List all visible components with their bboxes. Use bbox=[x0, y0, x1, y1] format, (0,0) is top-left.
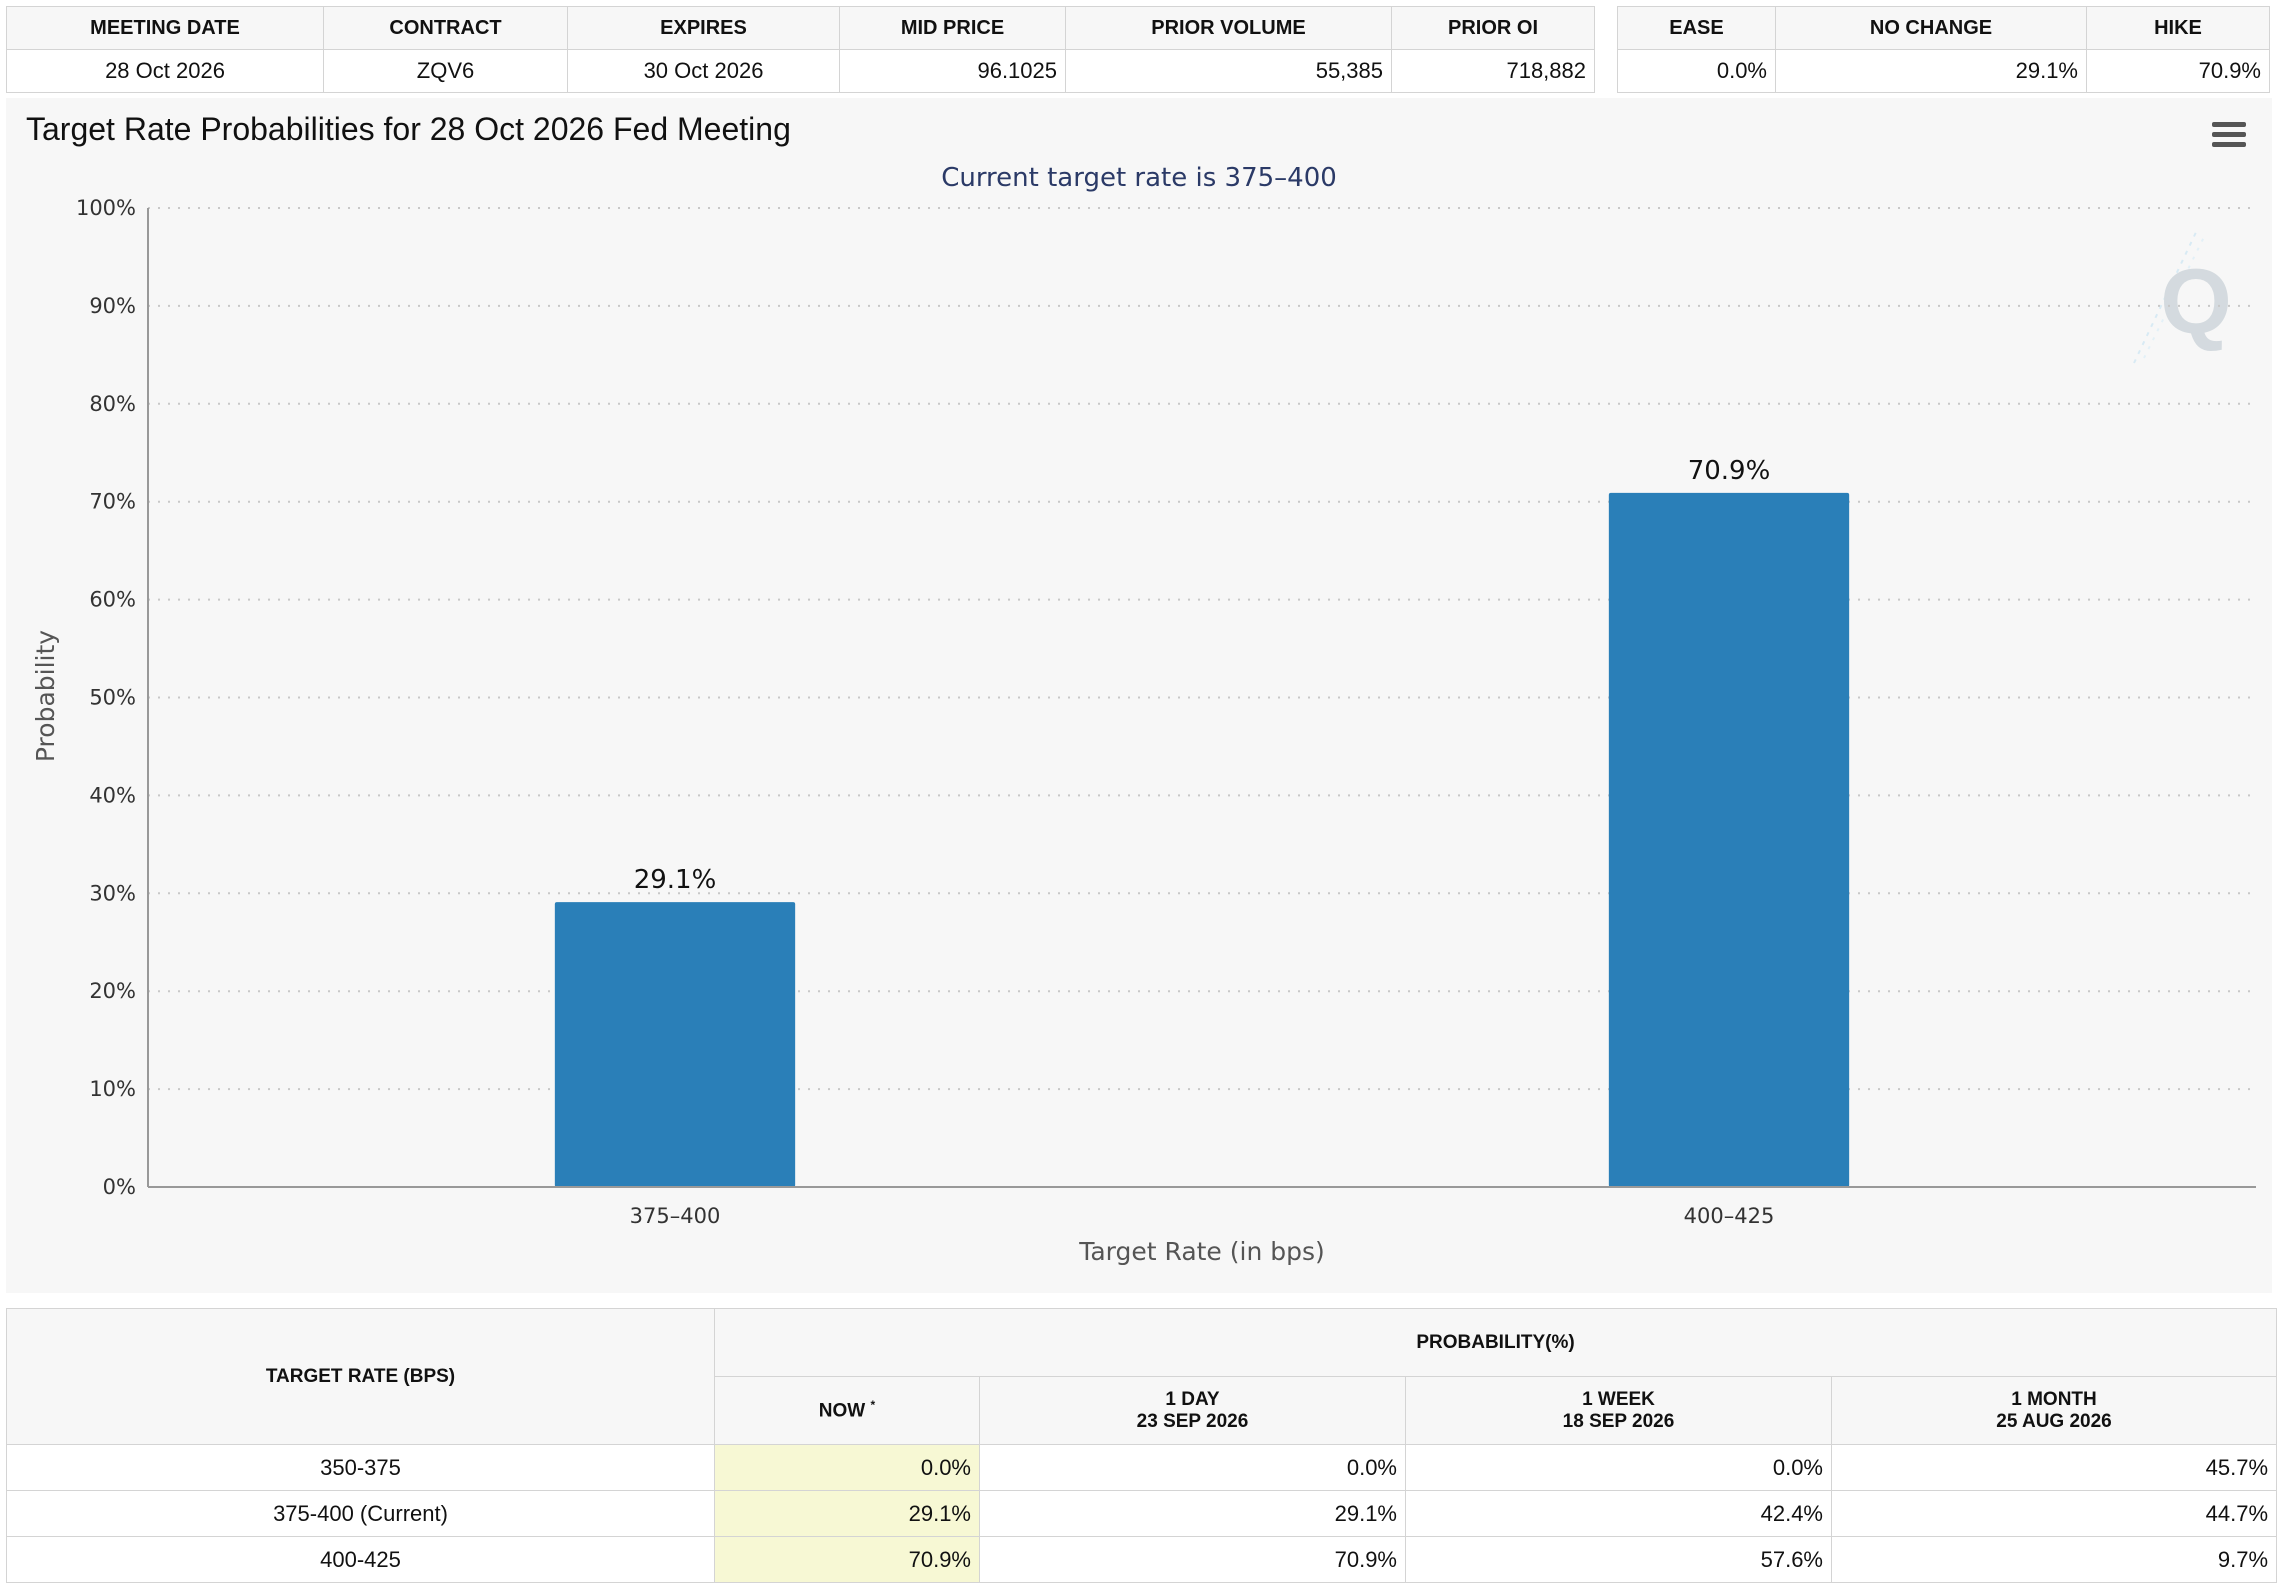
table-row: 400-425 70.9% 70.9% 57.6% 9.7% bbox=[6, 1536, 2278, 1583]
prior-volume-value: 55,385 bbox=[1065, 49, 1392, 93]
target-rate-chart: Target Rate Probabilities for 28 Oct 202… bbox=[26, 111, 2256, 1266]
y-tick-label: 100% bbox=[76, 196, 136, 220]
bars bbox=[554, 492, 1850, 1187]
now-label: NOW bbox=[818, 1400, 866, 1422]
header-hike: HIKE bbox=[2086, 6, 2270, 50]
x-tick-label: 400–425 bbox=[1684, 1204, 1775, 1228]
1-month-cell: 45.7% bbox=[1830, 1444, 2278, 1491]
x-axis-ticks: 375–400 400–425 bbox=[630, 1204, 1775, 1228]
ease-value: 0.0% bbox=[1617, 49, 1776, 93]
target-rate-cell: 350-375 bbox=[6, 1444, 715, 1491]
now-cell: 29.1% bbox=[714, 1490, 980, 1537]
1-day-date: 23 SEP 2026 bbox=[1136, 1410, 1249, 1432]
mid-price-value: 96.1025 bbox=[839, 49, 1066, 93]
y-tick-label: 30% bbox=[89, 881, 136, 905]
1-week-label: 1 WEEK bbox=[1582, 1388, 1655, 1410]
header-no-change: NO CHANGE bbox=[1775, 6, 2087, 50]
1-week-cell: 42.4% bbox=[1405, 1490, 1832, 1537]
1-week-cell: 57.6% bbox=[1405, 1536, 1832, 1583]
table-row: 350-375 0.0% 0.0% 0.0% 45.7% bbox=[6, 1444, 2278, 1491]
hamburger-menu-icon[interactable] bbox=[2206, 120, 2250, 160]
q-logo-watermark: Q bbox=[2133, 227, 2232, 364]
meeting-info-table: MEETING DATE CONTRACT EXPIRES MID PRICE … bbox=[6, 6, 1595, 93]
header-meeting-date: MEETING DATE bbox=[6, 6, 324, 50]
target-rate-cell: 400-425 bbox=[6, 1536, 715, 1583]
1-day-cell: 29.1% bbox=[979, 1490, 1406, 1537]
chart-subtitle: Current target rate is 375–400 bbox=[941, 163, 1337, 193]
target-rate-cell: 375-400 (Current) bbox=[6, 1490, 715, 1537]
y-axis-ticks: 0% 10% 20% 30% 40% 50% 60% 70% 80% 90% 100% bbox=[76, 196, 136, 1199]
1-month-label: 1 MONTH bbox=[2011, 1388, 2097, 1410]
header-prior-volume: PRIOR VOLUME bbox=[1065, 6, 1392, 50]
header-1-day: 1 DAY 23 SEP 2026 bbox=[979, 1376, 1406, 1445]
meeting-table-row: 28 Oct 2026 ZQV6 30 Oct 2026 96.1025 55,… bbox=[6, 49, 1595, 93]
header-prior-oi: PRIOR OI bbox=[1391, 6, 1595, 50]
contract-value: ZQV6 bbox=[323, 49, 568, 93]
prior-oi-value: 718,882 bbox=[1391, 49, 1595, 93]
y-tick-label: 20% bbox=[89, 979, 136, 1003]
1-month-cell: 44.7% bbox=[1830, 1490, 2278, 1537]
y-tick-label: 70% bbox=[89, 490, 136, 514]
probability-summary-table: EASE NO CHANGE HIKE 0.0% 29.1% 70.9% bbox=[1617, 6, 2270, 93]
y-tick-label: 10% bbox=[89, 1077, 136, 1101]
summary-row: 0.0% 29.1% 70.9% bbox=[1617, 49, 2270, 93]
svg-text:Q: Q bbox=[2160, 251, 2232, 353]
1-week-date: 18 SEP 2026 bbox=[1562, 1410, 1675, 1432]
hike-value: 70.9% bbox=[2086, 49, 2270, 93]
summary-header-row: EASE NO CHANGE HIKE bbox=[1617, 6, 2270, 50]
header-mid-price: MID PRICE bbox=[839, 6, 1066, 50]
header-expires: EXPIRES bbox=[567, 6, 840, 50]
chart-panel: Target Rate Probabilities for 28 Oct 202… bbox=[6, 98, 2272, 1293]
now-cell: 0.0% bbox=[714, 1444, 980, 1491]
now-footnote-marker: * bbox=[870, 1398, 876, 1413]
probability-table: TARGET RATE (BPS) PROBABILITY(%) NOW * 1… bbox=[6, 1308, 2278, 1583]
y-tick-label: 80% bbox=[89, 392, 136, 416]
header-contract: CONTRACT bbox=[323, 6, 568, 50]
header-target-rate: TARGET RATE (BPS) bbox=[6, 1308, 715, 1445]
x-axis-title: Target Rate (in bps) bbox=[1078, 1237, 1325, 1266]
y-axis-title: Probability bbox=[31, 630, 60, 762]
1-month-cell: 9.7% bbox=[1830, 1536, 2278, 1583]
no-change-value: 29.1% bbox=[1775, 49, 2087, 93]
meeting-table-header-row: MEETING DATE CONTRACT EXPIRES MID PRICE … bbox=[6, 6, 1595, 50]
1-day-cell: 70.9% bbox=[979, 1536, 1406, 1583]
probability-header-row: TARGET RATE (BPS) PROBABILITY(%) bbox=[6, 1308, 2278, 1445]
probability-subheader-row: NOW * 1 DAY 23 SEP 2026 1 WEEK 18 SEP 2026… bbox=[7, 1376, 2278, 1445]
1-day-cell: 0.0% bbox=[979, 1444, 1406, 1491]
1-week-cell: 0.0% bbox=[1405, 1444, 1832, 1491]
y-tick-label: 50% bbox=[89, 686, 136, 710]
bar bbox=[554, 902, 796, 1187]
data-label: 29.1% bbox=[634, 865, 717, 895]
now-cell: 70.9% bbox=[714, 1536, 980, 1583]
meeting-date-value: 28 Oct 2026 bbox=[6, 49, 324, 93]
header-now: NOW * bbox=[714, 1376, 980, 1445]
table-row: 375-400 (Current) 29.1% 29.1% 42.4% 44.7… bbox=[6, 1490, 2278, 1537]
bar bbox=[1608, 492, 1850, 1187]
header-1-month: 1 MONTH 25 AUG 2026 bbox=[1830, 1376, 2278, 1445]
chart-title: Target Rate Probabilities for 28 Oct 202… bbox=[26, 111, 791, 147]
y-tick-label: 60% bbox=[89, 588, 136, 612]
1-month-date: 25 AUG 2026 bbox=[1996, 1410, 2112, 1432]
header-ease: EASE bbox=[1617, 6, 1776, 50]
x-tick-label: 375–400 bbox=[630, 1204, 721, 1228]
y-tick-label: 40% bbox=[89, 783, 136, 807]
data-label: 70.9% bbox=[1688, 456, 1771, 486]
expires-value: 30 Oct 2026 bbox=[567, 49, 840, 93]
y-tick-label: 0% bbox=[103, 1175, 136, 1199]
grid-lines bbox=[148, 207, 2256, 1091]
header-probability: PROBABILITY(%) bbox=[713, 1308, 2278, 1377]
header-1-week: 1 WEEK 18 SEP 2026 bbox=[1405, 1376, 1832, 1445]
data-labels: 29.1% 70.9% bbox=[634, 456, 1771, 895]
1-day-label: 1 DAY bbox=[1165, 1388, 1220, 1410]
y-tick-label: 90% bbox=[89, 294, 136, 318]
